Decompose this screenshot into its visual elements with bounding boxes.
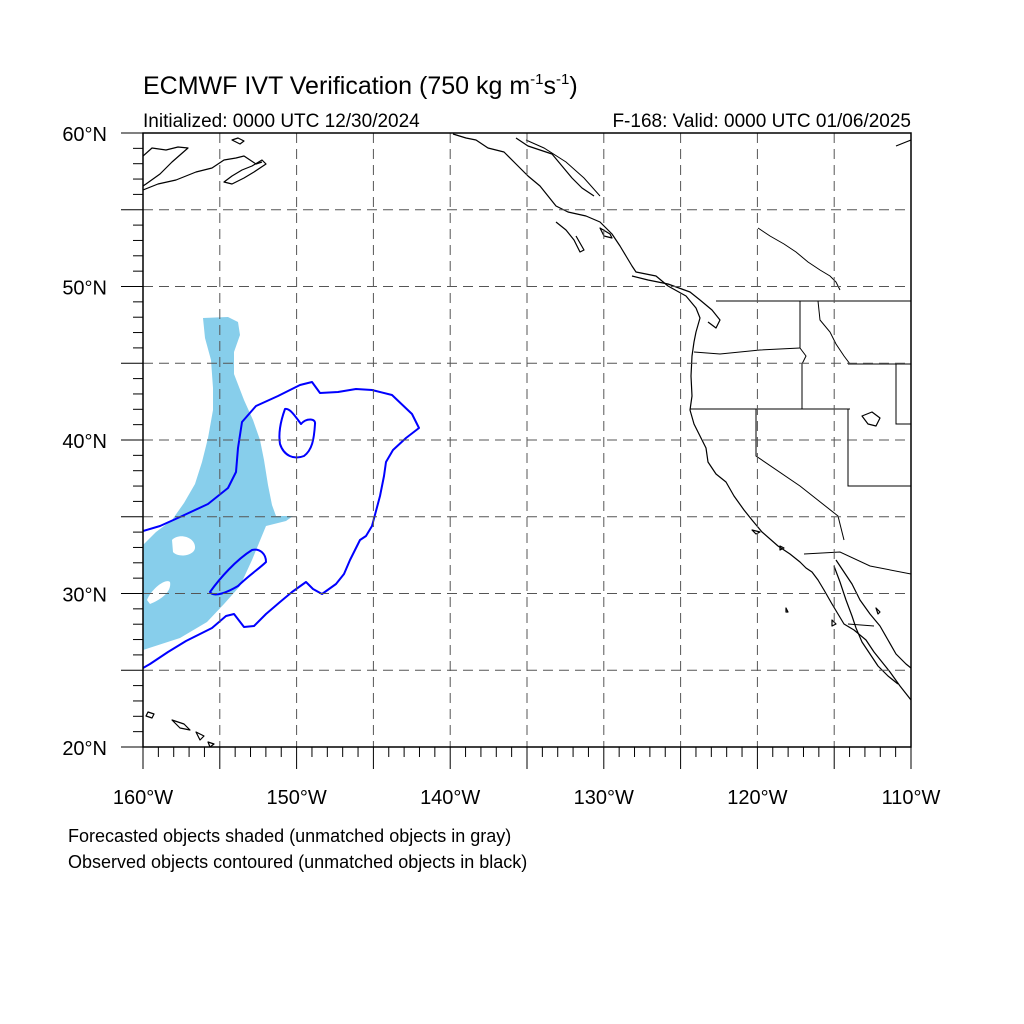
lat-label: 30°N	[62, 585, 107, 607]
graticule	[143, 133, 911, 747]
figure-title: ECMWF IVT Verification (750 kg m-1s-1)	[143, 72, 578, 101]
lat-label: 20°N	[62, 738, 107, 760]
lat-label: 50°N	[62, 278, 107, 300]
title-close-paren: )	[569, 72, 578, 100]
lon-label: 140°W	[420, 787, 480, 809]
latitude-labels: 60°N 50°N 40°N 30°N 20°N	[62, 124, 107, 760]
title-main: ECMWF IVT Verification (750 kg m	[143, 72, 531, 100]
legend-forecast-note: Forecasted objects shaded (unmatched obj…	[68, 826, 512, 846]
observed-object-outer	[143, 381, 420, 669]
lon-label: 160°W	[113, 787, 173, 809]
longitude-labels: 160°W 150°W 140°W 130°W 120°W 110°W	[113, 787, 941, 809]
forecast-object-shaded	[143, 317, 293, 650]
observed-object-inner-south	[209, 548, 267, 596]
title-exponent-2: -1	[556, 71, 570, 88]
legend-observed-note: Observed objects contoured (unmatched ob…	[68, 852, 528, 872]
title-exponent-1: -1	[530, 71, 544, 88]
initialized-time: Initialized: 0000 UTC 12/30/2024	[143, 111, 420, 132]
axis-ticks	[121, 132, 912, 769]
coastlines	[143, 133, 911, 747]
lon-label: 110°W	[882, 787, 941, 809]
lon-label: 150°W	[266, 787, 326, 809]
lon-label: 120°W	[727, 787, 787, 809]
observed-objects-contours	[143, 381, 420, 669]
title-unit-s: s	[543, 72, 557, 100]
observed-object-inner-north	[278, 407, 317, 459]
lat-label: 60°N	[62, 124, 107, 146]
lat-label: 40°N	[62, 431, 107, 453]
lon-label: 130°W	[574, 787, 634, 809]
valid-time: F-168: Valid: 0000 UTC 01/06/2025	[612, 111, 911, 132]
